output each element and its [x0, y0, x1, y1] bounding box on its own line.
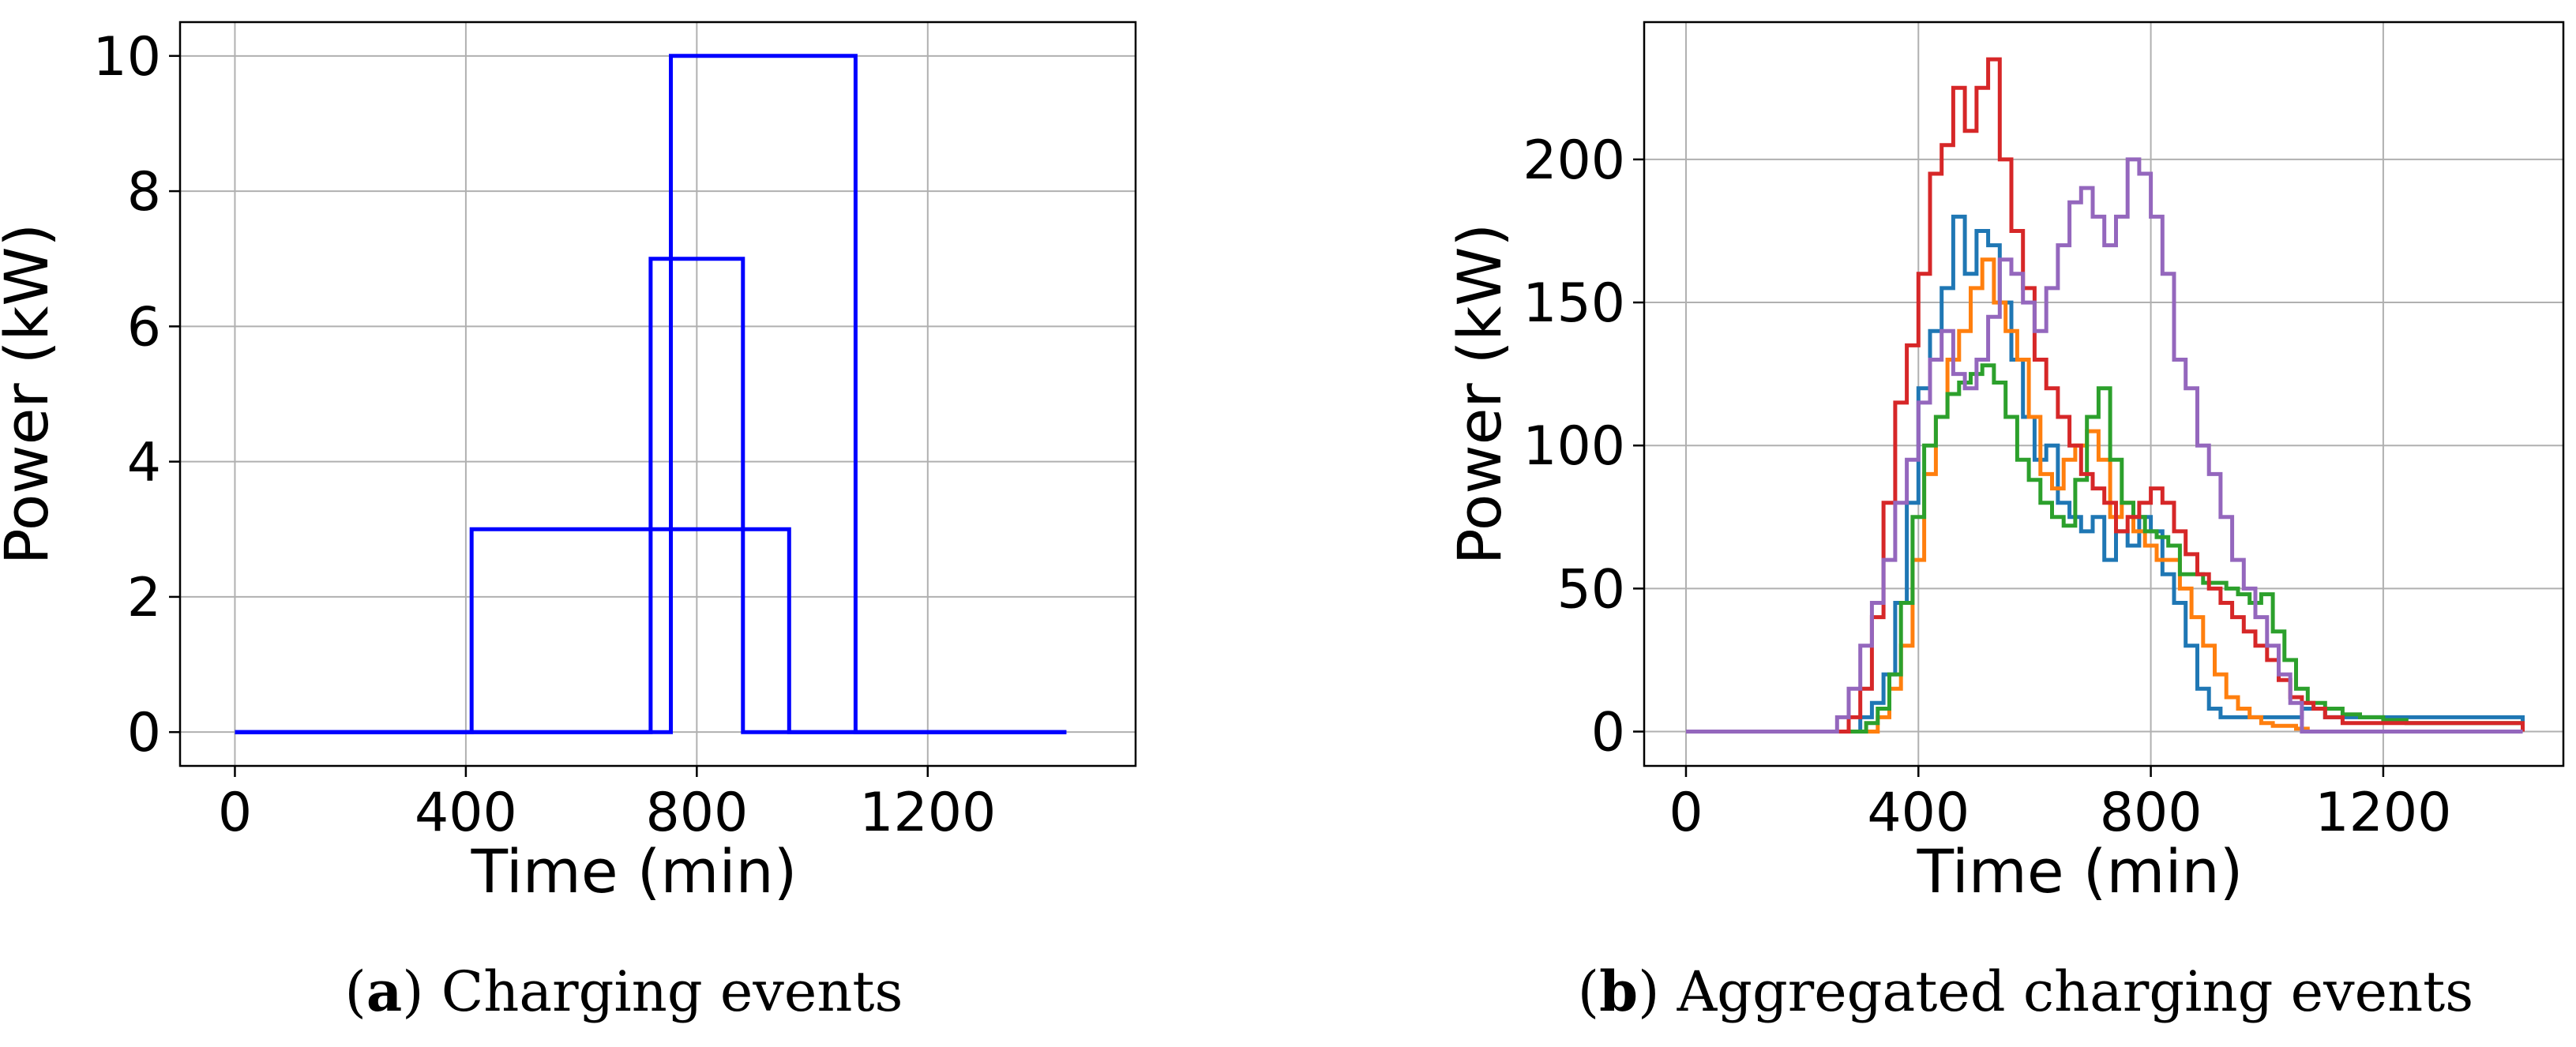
- ytick-label-b-3: 150: [1523, 272, 1625, 335]
- caption-b-text: Aggregated charging events: [1677, 959, 2474, 1024]
- ytick-label-a-1: 2: [127, 567, 161, 629]
- xtick-label-a-3: 1200: [859, 782, 996, 844]
- ytick-label-a-0: 0: [127, 702, 161, 764]
- series-b-4: [1686, 157, 2523, 734]
- ytick-label-b-1: 50: [1556, 558, 1625, 621]
- xtick-label-b-0: 0: [1669, 782, 1703, 844]
- panel-a: 0 400 800 1200 0 2 4 6 8 10 Time (min) Power (kW): [0, 21, 1137, 906]
- ytick-label-a-5: 10: [92, 26, 161, 88]
- caption-a-text: Charging events: [441, 959, 903, 1024]
- caption-b-letter: b: [1599, 959, 1638, 1024]
- panel-b: 0 400 800 1200 0 50 100 150 200 Time (min) Power (…: [1444, 21, 2565, 906]
- xtick-label-a-0: 0: [218, 782, 252, 844]
- ytick-label-b-4: 200: [1523, 129, 1625, 192]
- xtick-label-b-1: 400: [1867, 782, 1970, 844]
- ytick-label-a-2: 4: [127, 432, 161, 494]
- series-a-1: [235, 257, 1067, 734]
- series-b-0: [1686, 214, 2525, 734]
- xtick-label-a-2: 800: [645, 782, 748, 844]
- y-axis-label-a: Power (kW): [0, 223, 62, 565]
- xtick-label-b-3: 1200: [2315, 782, 2451, 844]
- caption-a: (a) Charging events: [345, 959, 903, 1024]
- caption-b: (b) Aggregated charging events: [1578, 959, 2473, 1024]
- series-a-2: [235, 54, 1067, 734]
- x-axis-label-a: Time (min): [471, 836, 798, 906]
- ytick-label-b-2: 100: [1523, 415, 1625, 478]
- ytick-label-b-0: 0: [1591, 702, 1625, 764]
- series-b-2: [1686, 363, 2525, 734]
- x-axis-label-b: Time (min): [1917, 836, 2244, 906]
- caption-a-letter: a: [366, 959, 402, 1024]
- y-axis-label-b: Power (kW): [1444, 223, 1515, 565]
- xtick-label-b-2: 800: [2100, 782, 2202, 844]
- plot-frame-a: [178, 21, 1137, 767]
- plot-frame-b: [1643, 21, 2565, 767]
- xtick-label-a-1: 400: [415, 782, 517, 844]
- ytick-label-a-4: 8: [127, 161, 161, 223]
- series-b-3: [1686, 57, 2525, 734]
- ytick-label-a-3: 6: [127, 296, 161, 358]
